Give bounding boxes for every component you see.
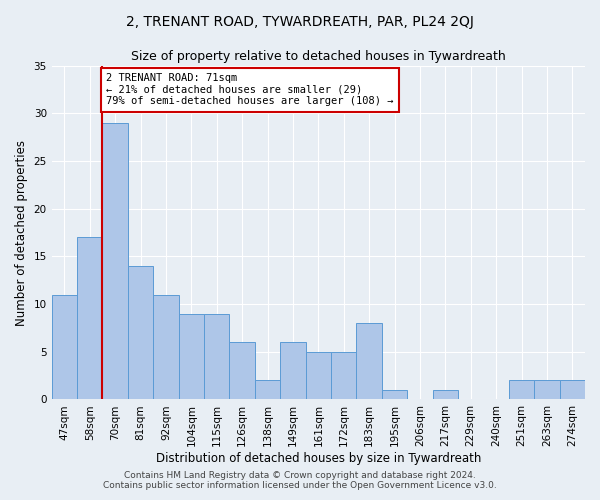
Bar — [305, 352, 331, 400]
Bar — [128, 266, 153, 400]
Text: Contains HM Land Registry data © Crown copyright and database right 2024.
Contai: Contains HM Land Registry data © Crown c… — [103, 470, 497, 490]
Bar — [179, 314, 204, 400]
Bar — [534, 380, 560, 400]
Bar — [204, 314, 229, 400]
X-axis label: Distribution of detached houses by size in Tywardreath: Distribution of detached houses by size … — [155, 452, 481, 465]
Y-axis label: Number of detached properties: Number of detached properties — [15, 140, 28, 326]
Text: 2 TRENANT ROAD: 71sqm
← 21% of detached houses are smaller (29)
79% of semi-deta: 2 TRENANT ROAD: 71sqm ← 21% of detached … — [106, 73, 394, 106]
Bar — [433, 390, 458, 400]
Bar — [280, 342, 305, 400]
Bar — [331, 352, 356, 400]
Bar — [103, 123, 128, 400]
Bar — [560, 380, 585, 400]
Bar — [356, 323, 382, 400]
Text: 2, TRENANT ROAD, TYWARDREATH, PAR, PL24 2QJ: 2, TRENANT ROAD, TYWARDREATH, PAR, PL24 … — [126, 15, 474, 29]
Bar — [255, 380, 280, 400]
Bar — [229, 342, 255, 400]
Bar — [382, 390, 407, 400]
Bar — [153, 294, 179, 400]
Title: Size of property relative to detached houses in Tywardreath: Size of property relative to detached ho… — [131, 50, 506, 63]
Bar — [509, 380, 534, 400]
Bar — [52, 294, 77, 400]
Bar — [77, 238, 103, 400]
